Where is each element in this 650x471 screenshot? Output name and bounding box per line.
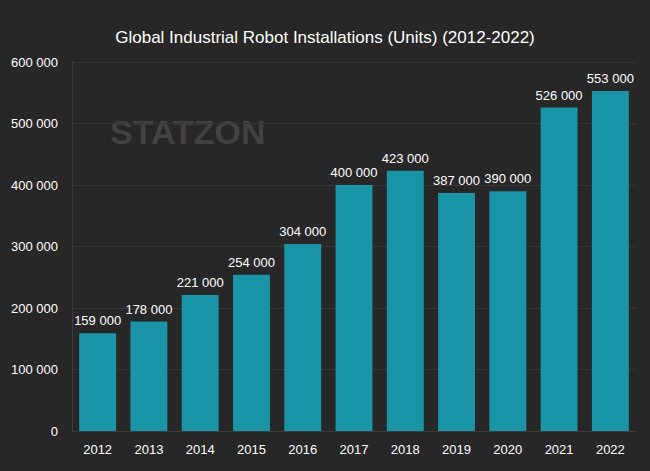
svg-text:304 000: 304 000 xyxy=(279,224,326,239)
svg-text:2020: 2020 xyxy=(493,442,522,457)
svg-text:2013: 2013 xyxy=(134,442,163,457)
svg-text:STATZON: STATZON xyxy=(110,113,266,151)
svg-text:2012: 2012 xyxy=(83,442,112,457)
svg-text:2016: 2016 xyxy=(288,442,317,457)
svg-text:500 000: 500 000 xyxy=(11,116,58,131)
svg-text:600 000: 600 000 xyxy=(11,55,58,70)
svg-text:2015: 2015 xyxy=(237,442,266,457)
svg-text:221 000: 221 000 xyxy=(177,275,224,290)
svg-text:100 000: 100 000 xyxy=(11,362,58,377)
svg-text:423 000: 423 000 xyxy=(382,151,429,166)
svg-text:553 000: 553 000 xyxy=(587,71,634,86)
svg-text:0: 0 xyxy=(51,424,58,439)
svg-text:200 000: 200 000 xyxy=(11,301,58,316)
svg-text:2014: 2014 xyxy=(186,442,215,457)
svg-text:2017: 2017 xyxy=(340,442,369,457)
svg-text:300 000: 300 000 xyxy=(11,239,58,254)
svg-text:178 000: 178 000 xyxy=(125,302,172,317)
svg-text:2021: 2021 xyxy=(545,442,574,457)
svg-text:254 000: 254 000 xyxy=(228,255,275,270)
svg-text:400 000: 400 000 xyxy=(11,178,58,193)
svg-text:526 000: 526 000 xyxy=(536,88,583,103)
svg-text:2018: 2018 xyxy=(391,442,420,457)
svg-text:2019: 2019 xyxy=(442,442,471,457)
svg-text:159 000: 159 000 xyxy=(74,313,121,328)
svg-text:400 000: 400 000 xyxy=(331,165,378,180)
svg-text:2022: 2022 xyxy=(596,442,625,457)
svg-text:Global Industrial Robot Instal: Global Industrial Robot Installations (U… xyxy=(115,28,535,47)
svg-text:387 000: 387 000 xyxy=(433,173,480,188)
svg-text:390 000: 390 000 xyxy=(484,171,531,186)
